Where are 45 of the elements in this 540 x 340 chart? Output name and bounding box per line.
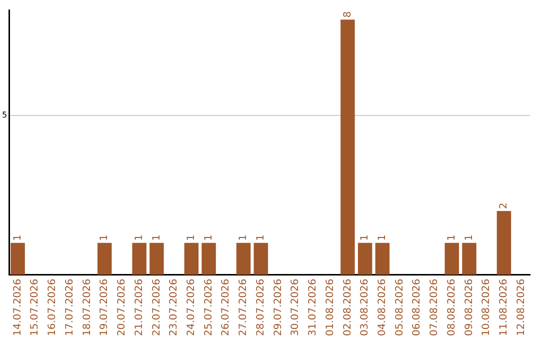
x-tick-label: 17.07.2026 [64,278,76,336]
data-label: 1 [186,234,197,241]
x-tick-label: 02.08.2026 [342,278,354,336]
x-tick-label: 19.07.2026 [99,278,110,336]
x-tick-label: 07.08.2026 [429,278,440,336]
x-tick-label: 01.08.2026 [324,278,336,336]
x-tick-label: 03.08.2026 [360,278,371,336]
data-label: 1 [12,234,24,241]
x-tick-label: 09.08.2026 [464,278,475,336]
x-tick-label: 11.08.2026 [498,278,510,336]
data-label: 1 [203,234,214,241]
data-label: 1 [360,234,371,241]
data-label: 1 [134,234,145,241]
x-tick-label: 29.07.2026 [272,278,284,336]
x-tick-label: 12.08.2026 [516,278,527,336]
data-label: 8 [342,11,354,18]
data-label: 1 [377,234,388,241]
x-tick-label: 30.07.2026 [290,278,302,336]
data-label: 1 [446,234,458,241]
x-tick-label: 25.07.2026 [203,278,214,336]
x-tick-label: 18.07.2026 [82,278,93,336]
x-tick-label: 28.07.2026 [255,278,266,336]
x-tick-label: 26.07.2026 [220,278,232,336]
x-tick-label: 05.08.2026 [394,278,406,336]
x-tick-label: 14.07.2026 [12,278,24,336]
data-label: 1 [99,234,110,241]
x-tick-label: 06.08.2026 [412,278,423,336]
x-tick-label: 04.08.2026 [377,278,388,336]
x-tick-label: 23.07.2026 [168,278,180,336]
data-label: 2 [498,202,510,209]
x-tick-label: 15.07.2026 [30,278,41,336]
x-tick-label: 21.07.2026 [134,278,145,336]
data-label: 1 [255,234,266,241]
x-tick-label: 16.07.2026 [47,278,58,336]
x-tick-label: 10.08.2026 [481,278,492,336]
y-tick-label: 5 [2,110,8,120]
data-label: 1 [151,234,162,241]
x-tick-label: 27.07.2026 [238,278,250,336]
x-tick-label: 22.07.2026 [151,278,162,336]
x-tick-label: 24.07.2026 [186,278,197,336]
data-label: 1 [464,234,475,241]
x-tick-label: 08.08.2026 [446,278,458,336]
data-label: 1 [238,234,250,241]
x-tick-label: 31.07.2026 [308,278,319,336]
x-tick-label: 20.07.2026 [116,278,128,336]
